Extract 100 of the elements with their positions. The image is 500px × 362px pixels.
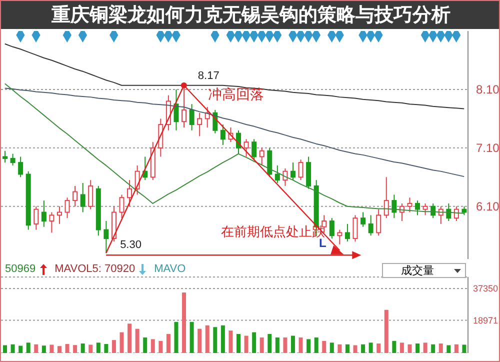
bar bbox=[361, 344, 366, 353]
bar bbox=[50, 344, 54, 353]
bar bbox=[220, 325, 225, 353]
bar bbox=[306, 339, 311, 353]
chart-title: 重庆铜梁龙如何力克无锡吴钩的策略与技巧分析 bbox=[1, 1, 500, 29]
bar bbox=[65, 344, 70, 353]
bar bbox=[80, 344, 85, 353]
candlestick bbox=[2, 150, 8, 164]
bar bbox=[416, 344, 420, 353]
candlestick bbox=[274, 164, 280, 184]
candlestick bbox=[41, 200, 46, 228]
bar bbox=[283, 337, 288, 353]
bar bbox=[26, 342, 30, 353]
candlestick bbox=[337, 229, 342, 245]
bar bbox=[135, 328, 140, 353]
bar bbox=[446, 345, 451, 353]
candlestick bbox=[384, 176, 389, 219]
candlestick bbox=[34, 206, 39, 230]
y-tick-label: 8.10 bbox=[476, 82, 500, 97]
candlestick bbox=[407, 197, 412, 213]
y-tick-label: 37350 bbox=[473, 284, 498, 294]
bar bbox=[252, 332, 256, 353]
y-tick-label: 6.10 bbox=[476, 200, 500, 214]
candlestick bbox=[127, 180, 132, 207]
bar bbox=[330, 342, 334, 353]
candlestick bbox=[329, 218, 334, 240]
bar bbox=[158, 340, 163, 353]
candlestick bbox=[49, 212, 54, 234]
candlestick bbox=[174, 88, 179, 131]
candlestick bbox=[220, 124, 226, 146]
bar bbox=[400, 342, 404, 353]
candlestick bbox=[80, 182, 86, 213]
candlestick bbox=[376, 208, 382, 236]
bar bbox=[314, 337, 318, 353]
bar bbox=[376, 344, 381, 353]
candlestick bbox=[290, 162, 296, 181]
candlestick bbox=[244, 138, 249, 158]
bar bbox=[3, 345, 7, 353]
bar bbox=[88, 344, 93, 353]
bar bbox=[290, 336, 295, 353]
candlestick bbox=[72, 185, 78, 207]
candlestick bbox=[306, 156, 312, 190]
bar bbox=[345, 344, 350, 353]
bar bbox=[298, 337, 303, 353]
candlestick bbox=[104, 220, 109, 254]
bar bbox=[143, 337, 148, 353]
bar bbox=[236, 334, 240, 353]
candlestick bbox=[88, 180, 94, 210]
bar bbox=[166, 334, 170, 353]
bar bbox=[120, 332, 124, 353]
bar bbox=[73, 345, 78, 353]
candlestick bbox=[259, 147, 264, 166]
candlestick bbox=[267, 147, 272, 178]
bar bbox=[42, 346, 46, 353]
bar bbox=[205, 325, 210, 353]
candlestick bbox=[197, 112, 202, 137]
candlestick bbox=[18, 156, 24, 178]
bar bbox=[150, 339, 155, 353]
line-series bbox=[4, 43, 465, 110]
bar bbox=[384, 310, 388, 353]
candlestick bbox=[344, 223, 350, 242]
bar bbox=[198, 328, 202, 353]
bar bbox=[275, 337, 280, 353]
bar bbox=[213, 327, 218, 353]
bar bbox=[10, 344, 15, 353]
bar bbox=[392, 340, 396, 353]
bar bbox=[438, 344, 443, 353]
y-tick-label: 18971 bbox=[473, 315, 498, 326]
y-tick-label: 7.10 bbox=[476, 141, 500, 156]
candlestick bbox=[10, 153, 16, 166]
candlestick bbox=[422, 202, 428, 216]
candlestick bbox=[119, 194, 124, 219]
annotation: 5.30 bbox=[120, 239, 142, 252]
bar bbox=[34, 344, 38, 353]
bar bbox=[454, 344, 458, 353]
text: MAVO bbox=[154, 263, 186, 275]
bar bbox=[368, 342, 373, 353]
candlestick bbox=[189, 104, 194, 131]
bar bbox=[228, 330, 233, 353]
bar bbox=[182, 292, 186, 353]
bar bbox=[423, 342, 428, 353]
bar bbox=[431, 344, 436, 353]
candlestick bbox=[415, 200, 420, 216]
bar bbox=[18, 346, 23, 353]
candlestick bbox=[64, 197, 70, 219]
line-series bbox=[4, 88, 465, 178]
candlestick bbox=[392, 194, 397, 219]
annotation: 冲高回落 bbox=[208, 86, 264, 104]
bar bbox=[190, 322, 194, 353]
bar bbox=[244, 336, 248, 353]
bar bbox=[322, 340, 326, 353]
annotation: L bbox=[319, 236, 326, 250]
text: MAVOL5: 70920 bbox=[54, 263, 136, 275]
candlestick bbox=[298, 159, 304, 181]
candlestick bbox=[352, 214, 358, 242]
candlestick bbox=[252, 138, 257, 160]
bar bbox=[128, 324, 132, 353]
bar bbox=[408, 344, 412, 353]
bar bbox=[112, 340, 116, 353]
annotation: 成交量 bbox=[401, 263, 434, 278]
